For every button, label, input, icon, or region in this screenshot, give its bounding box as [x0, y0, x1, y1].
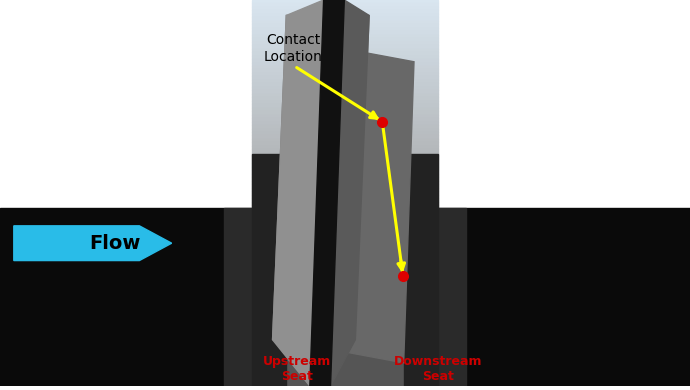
- Bar: [252, 167, 438, 170]
- Bar: [252, 139, 438, 142]
- Polygon shape: [252, 154, 286, 386]
- Bar: [252, 38, 438, 42]
- Bar: [252, 4, 438, 7]
- Polygon shape: [404, 154, 438, 386]
- Bar: [252, 191, 438, 195]
- Bar: [252, 208, 438, 386]
- Bar: [252, 56, 438, 59]
- Bar: [252, 195, 438, 198]
- Bar: [252, 163, 438, 167]
- Bar: [252, 160, 438, 163]
- Bar: [252, 115, 438, 118]
- FancyArrow shape: [14, 226, 172, 261]
- Bar: [252, 35, 438, 38]
- Text: Downstream
Seat: Downstream Seat: [394, 355, 482, 383]
- Bar: [252, 59, 438, 62]
- Text: Flow: Flow: [89, 234, 141, 253]
- Bar: [252, 202, 438, 205]
- Polygon shape: [321, 46, 414, 363]
- Bar: [252, 135, 438, 139]
- Bar: [252, 97, 438, 101]
- Bar: [252, 184, 438, 188]
- Bar: [252, 149, 438, 153]
- Bar: [252, 142, 438, 146]
- Bar: [252, 104, 438, 108]
- Bar: [252, 62, 438, 66]
- Bar: [252, 94, 438, 97]
- Bar: [0, 208, 252, 386]
- Bar: [252, 174, 438, 177]
- Bar: [252, 198, 438, 202]
- Bar: [252, 108, 438, 111]
- Bar: [252, 24, 438, 28]
- Text: Upstream
Seat: Upstream Seat: [263, 355, 331, 383]
- Bar: [252, 18, 438, 21]
- Bar: [252, 14, 438, 18]
- Bar: [252, 90, 438, 94]
- Bar: [252, 111, 438, 115]
- Bar: [252, 122, 438, 125]
- Bar: [252, 73, 438, 76]
- Bar: [252, 177, 438, 181]
- Bar: [438, 208, 466, 386]
- Bar: [252, 129, 438, 132]
- Text: Contact
Location: Contact Location: [264, 34, 323, 64]
- Bar: [252, 21, 438, 24]
- Bar: [252, 52, 438, 56]
- Bar: [252, 66, 438, 69]
- Bar: [252, 80, 438, 83]
- Bar: [252, 156, 438, 160]
- Bar: [252, 11, 438, 14]
- Bar: [252, 146, 438, 149]
- Bar: [252, 170, 438, 174]
- Bar: [252, 45, 438, 49]
- Bar: [252, 153, 438, 156]
- Bar: [438, 208, 690, 386]
- Polygon shape: [331, 0, 369, 386]
- Bar: [252, 125, 438, 129]
- Bar: [252, 49, 438, 52]
- Bar: [252, 118, 438, 122]
- Bar: [252, 31, 438, 35]
- Bar: [252, 76, 438, 80]
- Bar: [252, 132, 438, 135]
- Bar: [252, 205, 438, 208]
- Bar: [252, 0, 438, 4]
- Bar: [252, 69, 438, 73]
- Polygon shape: [273, 16, 369, 340]
- Bar: [252, 7, 438, 11]
- Bar: [252, 28, 438, 31]
- Polygon shape: [310, 0, 344, 386]
- Bar: [224, 208, 252, 386]
- Bar: [252, 87, 438, 90]
- Bar: [252, 42, 438, 45]
- Polygon shape: [273, 0, 324, 386]
- Bar: [252, 101, 438, 104]
- Bar: [252, 188, 438, 191]
- Bar: [252, 181, 438, 184]
- Bar: [252, 83, 438, 87]
